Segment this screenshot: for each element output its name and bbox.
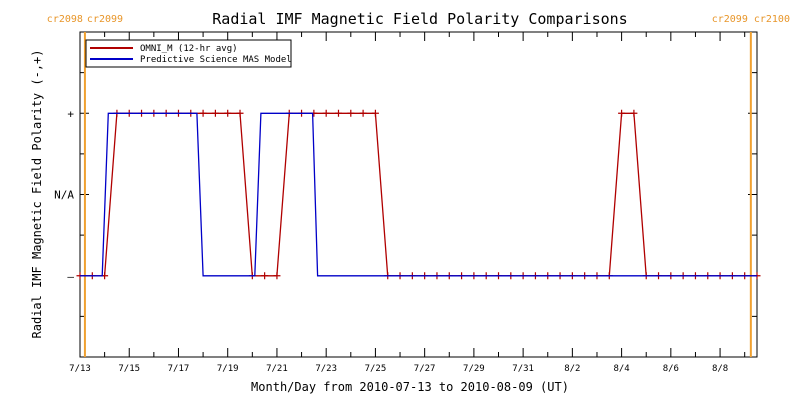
plot-frame: [79, 31, 758, 358]
data-point: [236, 109, 244, 117]
carrington-label-after: cr2100: [754, 14, 790, 25]
data-point: [211, 109, 219, 117]
y-axis-ticks: + N/A –: [54, 31, 757, 358]
data-point: [359, 109, 367, 117]
x-tick-label: 7/13: [69, 364, 91, 374]
x-tick-label: 7/25: [365, 364, 387, 374]
x-tick-label: 7/27: [414, 364, 436, 374]
y-level-label: +: [67, 107, 74, 120]
x-tick-label: 7/29: [463, 364, 485, 374]
legend-entry-label: OMNI_M (12-hr avg): [140, 44, 238, 54]
data-point: [618, 109, 626, 117]
data-point: [630, 109, 638, 117]
legend-box: [85, 39, 292, 68]
series-layer: [76, 109, 761, 280]
legend-entry-label: Predictive Science MAS Model: [140, 55, 292, 65]
y-level-label: N/A: [54, 189, 74, 202]
x-tick-label: 8/4: [613, 364, 629, 374]
chart-title: Radial IMF Magnetic Field Polarity Compa…: [212, 10, 627, 28]
data-point: [347, 109, 355, 117]
series-line-0: [80, 112, 757, 277]
y-axis-label: Radial IMF Magnetic Field Polarity (-,+): [30, 50, 44, 339]
x-tick-label: 8/8: [712, 364, 728, 374]
carrington-label-before: cr2099: [712, 14, 748, 25]
data-point: [199, 109, 207, 117]
x-axis-label: Month/Day from 2010-07-13 to 2010-08-09 …: [251, 380, 569, 394]
y-level-label: –: [67, 270, 74, 283]
data-point: [224, 109, 232, 117]
data-point: [322, 109, 330, 117]
data-point: [261, 272, 269, 280]
x-tick-label: 7/15: [118, 364, 140, 374]
data-point: [371, 109, 379, 117]
carrington-label-before: cr2098: [47, 14, 83, 25]
legend: OMNI_M (12-hr avg)Predictive Science MAS…: [85, 39, 292, 68]
x-tick-label: 7/21: [266, 364, 288, 374]
data-point: [273, 272, 281, 280]
x-tick-label: 7/19: [217, 364, 239, 374]
series-line-1: [80, 112, 757, 277]
carrington-label-after: cr2099: [87, 14, 123, 25]
x-tick-label: 8/2: [564, 364, 580, 374]
x-axis-ticks: 7/13 7/15 7/17 7/19 7/21 7/23 7/25 7/27 7/29 7/31…: [69, 32, 746, 374]
x-tick-label: 7/23: [315, 364, 337, 374]
data-point: [334, 109, 342, 117]
x-tick-label: 8/6: [663, 364, 679, 374]
x-tick-label: 7/17: [168, 364, 190, 374]
x-tick-label: 7/31: [512, 364, 534, 374]
carrington-markers: cr2098 cr2099 cr2099 cr2100: [47, 14, 790, 357]
